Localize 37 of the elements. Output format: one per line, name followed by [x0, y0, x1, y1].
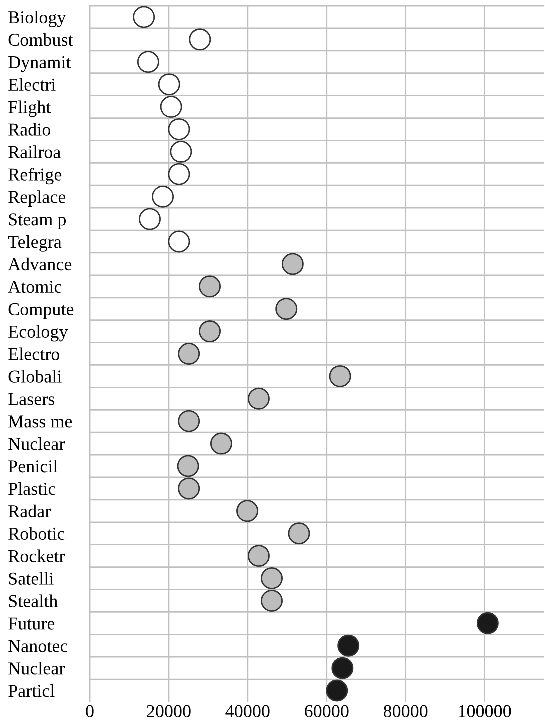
y-tick-label: Nuclear	[8, 662, 66, 675]
y-tick-label: Radar	[8, 504, 52, 518]
y-tick-label: Nanotec	[8, 640, 68, 652]
y-tick-label: Atomic	[8, 280, 62, 294]
x-tick-label: 60000	[305, 705, 349, 718]
y-tick-label: Electri	[8, 78, 56, 92]
y-tick-label: Particl	[8, 684, 55, 698]
y-tick-label: Combust	[8, 33, 74, 46]
x-tick-label: 40000	[226, 705, 270, 718]
y-tick-label: Penicil	[8, 460, 58, 473]
y-tick-label: Compute	[8, 303, 74, 320]
y-tick-label: Advance	[8, 258, 72, 271]
y-tick-label: Dynamit	[8, 56, 72, 72]
y-tick-label: Electro	[8, 348, 60, 360]
x-tick-label: 20000	[147, 705, 191, 718]
x-tick-label: 80000	[384, 705, 428, 718]
y-tick-label: Robotic	[8, 527, 65, 540]
y-tick-label: Mass me	[8, 416, 72, 428]
x-tick-label: 100000	[459, 705, 512, 718]
y-tick-label: Refrige	[8, 168, 62, 185]
y-tick-label: Railroa	[8, 146, 61, 158]
y-tick-label: Globali	[8, 370, 62, 383]
y-tick-label: Biology	[8, 10, 66, 28]
y-tick-label: Radio	[8, 123, 50, 136]
y-tick-label: Replace	[8, 190, 66, 207]
y-tick-label: Rocketr	[8, 550, 66, 563]
y-tick-label: Satelli	[9, 572, 54, 585]
x-tick-label: 0	[86, 705, 94, 718]
y-tick-label: Future	[8, 618, 55, 630]
y-tick-label: Telegra	[8, 235, 62, 252]
y-tick-label: Plastic	[8, 482, 56, 496]
y-tick-label: Steam p	[9, 214, 66, 230]
y-tick-label: Ecology	[8, 325, 68, 342]
y-tick-label: Stealth	[9, 594, 58, 608]
y-tick-label: Flight	[8, 100, 52, 118]
y-tick-label: Nuclear	[8, 438, 66, 450]
y-tick-label: Lasers	[8, 393, 55, 406]
